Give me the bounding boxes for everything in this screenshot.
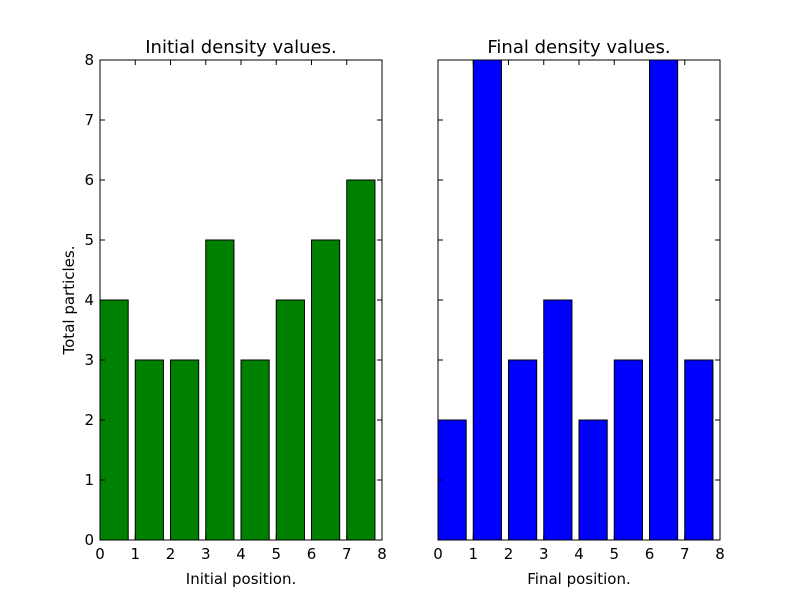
y-axis-label: Total particles.: [60, 246, 78, 356]
x-tick-label: 3: [539, 545, 549, 563]
bar: [240, 359, 270, 541]
x-tick-label: 5: [609, 545, 619, 563]
x-tick-label: 7: [680, 545, 690, 563]
subplot-final: Final density values. 0 1 2 3 4 5 6 7 8 Final po…: [433, 37, 725, 588]
x-tick-label: 0: [95, 545, 105, 563]
y-tick-label: 0: [84, 531, 94, 549]
x-tick-label: 2: [504, 545, 514, 563]
bar: [346, 179, 376, 541]
chart-title: Initial density values.: [145, 37, 337, 58]
x-axis-label: Final position.: [527, 570, 631, 588]
bar: [472, 59, 502, 541]
chart-title: Final density values.: [487, 37, 670, 58]
bar: [275, 299, 305, 541]
y-tick-label: 6: [84, 171, 94, 189]
bar: [508, 359, 538, 541]
x-axis-label: Initial position.: [186, 570, 296, 588]
x-tick-label: 6: [645, 545, 655, 563]
axis-ticks: 0 1 2 3 4 5 6 7 8: [433, 59, 725, 563]
x-tick-label: 7: [342, 545, 352, 563]
bars: [437, 59, 714, 541]
y-tick-label: 5: [84, 231, 94, 249]
x-tick-label: 4: [574, 545, 584, 563]
x-tick-label: 4: [236, 545, 246, 563]
bar: [684, 359, 714, 541]
x-tick-label: 6: [307, 545, 317, 563]
x-tick-label: 5: [271, 545, 281, 563]
axis-ticks: 0 1 2 3 4 5 6 7 8 0 1 2 3 4 5 6 7 8: [84, 51, 386, 563]
x-tick-label: 8: [377, 545, 387, 563]
bar: [134, 359, 164, 541]
bar: [613, 359, 643, 541]
y-tick-label: 1: [84, 471, 94, 489]
y-tick-label: 3: [84, 351, 94, 369]
y-tick-label: 2: [84, 411, 94, 429]
y-tick-label: 4: [84, 291, 94, 309]
x-tick-label: 1: [468, 545, 478, 563]
x-tick-label: 8: [715, 545, 725, 563]
x-tick-label: 0: [433, 545, 443, 563]
bar: [578, 419, 608, 541]
y-tick-label: 7: [84, 111, 94, 129]
bar: [170, 359, 200, 541]
x-tick-label: 1: [130, 545, 140, 563]
bar: [311, 239, 341, 541]
bar: [649, 59, 679, 541]
bar: [543, 299, 573, 541]
y-tick-label: 8: [84, 51, 94, 69]
x-tick-label: 3: [201, 545, 211, 563]
bar: [205, 239, 235, 541]
subplot-initial: Initial density values. 0 1 2 3 4 5 6 7 8 0 1 2 3 4 5 6…: [60, 37, 387, 588]
x-tick-label: 2: [166, 545, 176, 563]
